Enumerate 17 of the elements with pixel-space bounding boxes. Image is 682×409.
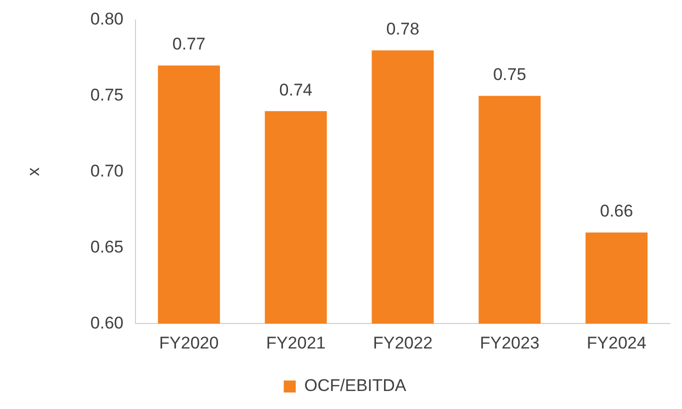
y-tick-label: 0.80 bbox=[90, 10, 124, 29]
data-label: 0.75 bbox=[493, 65, 526, 84]
y-tick-label: 0.60 bbox=[90, 313, 124, 332]
x-tick-label: FY2022 bbox=[372, 333, 433, 352]
y-axis-title: x bbox=[24, 167, 43, 176]
x-tick-label: FY2021 bbox=[266, 333, 326, 352]
legend-label: OCF/EBITDA bbox=[304, 376, 407, 396]
x-tick-label: FY2020 bbox=[159, 333, 219, 352]
data-label: 0.77 bbox=[172, 34, 206, 54]
data-label: 0.66 bbox=[600, 202, 634, 221]
data-label: 0.74 bbox=[279, 80, 312, 100]
y-tick-label: 0.75 bbox=[90, 86, 124, 105]
y-tick-label: 0.65 bbox=[90, 237, 124, 256]
x-tick-label: FY2023 bbox=[480, 333, 540, 352]
y-tick-label: 0.70 bbox=[90, 161, 124, 180]
x-tick-label: FY2024 bbox=[586, 333, 646, 352]
data-label: 0.78 bbox=[386, 20, 420, 39]
